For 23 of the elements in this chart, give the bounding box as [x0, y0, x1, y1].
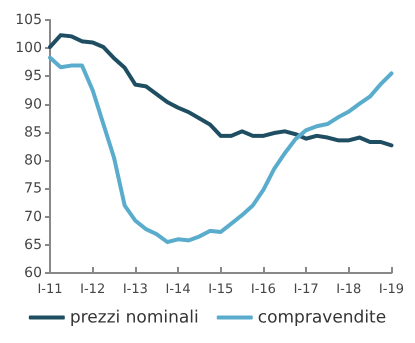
legend-label: prezzi nominali: [70, 308, 199, 328]
y-tick-label: 100: [15, 40, 42, 56]
x-tick-label: I-18: [336, 282, 362, 297]
x-tick-label: I-17: [294, 282, 319, 297]
x-tick-label: I-12: [80, 282, 106, 297]
line-series: [48, 33, 394, 148]
y-tick-label: 80: [24, 152, 42, 169]
y-tick-label: 60: [24, 265, 42, 281]
x-tick-label: I-11: [37, 282, 63, 297]
legend-label: compravendite: [258, 308, 386, 328]
x-tick-label: I-19: [378, 282, 404, 297]
y-tick-label: 95: [24, 68, 42, 84]
line-series: [48, 56, 394, 244]
y-tick-label: 65: [24, 236, 42, 253]
x-tick-label: I-15: [208, 282, 234, 297]
x-tick-label: I-14: [166, 282, 191, 297]
y-tick-label: 75: [24, 180, 42, 197]
y-tick-label: 90: [24, 96, 42, 112]
y-tick-label: 85: [24, 124, 42, 140]
x-tick-label: I-16: [250, 282, 276, 297]
x-tick-label: I-13: [122, 282, 148, 297]
y-tick-label: 105: [15, 12, 42, 28]
y-tick-label: 70: [24, 208, 42, 225]
